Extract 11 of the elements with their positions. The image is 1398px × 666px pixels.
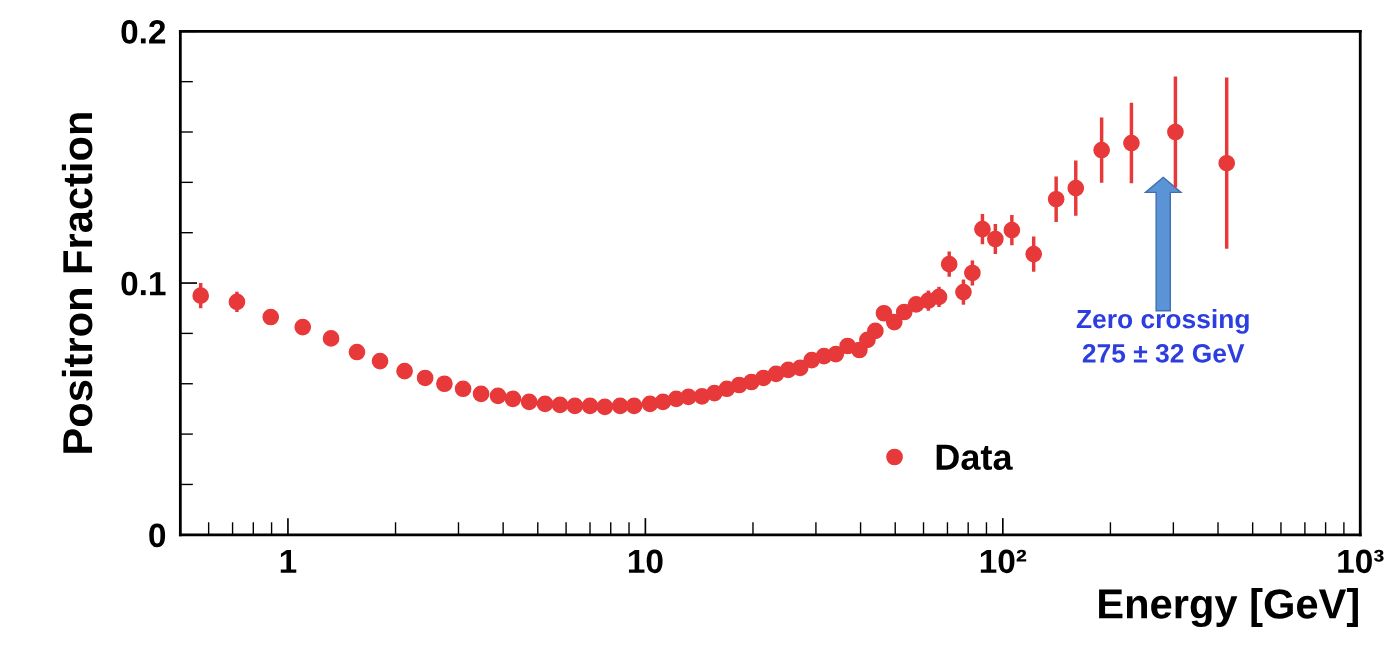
legend-label: Data [936,444,1013,470]
y-tick-label: 0.2 [121,20,166,44]
x-axis-title: Energy [GeV] [1099,588,1358,628]
x-tick-label: 10 [628,549,663,574]
x-tick-label: 10² [980,549,1027,574]
y-tick-label: 0.1 [121,271,166,296]
y-tick-label: 0 [149,523,166,548]
x-tick-label: 10³ [1338,549,1384,574]
annotation: Zero crossing 275 ± 32 GeV [1076,309,1249,363]
x-tick-label: 1 [280,549,297,573]
y-axis-title: Positron Fraction [61,113,93,453]
